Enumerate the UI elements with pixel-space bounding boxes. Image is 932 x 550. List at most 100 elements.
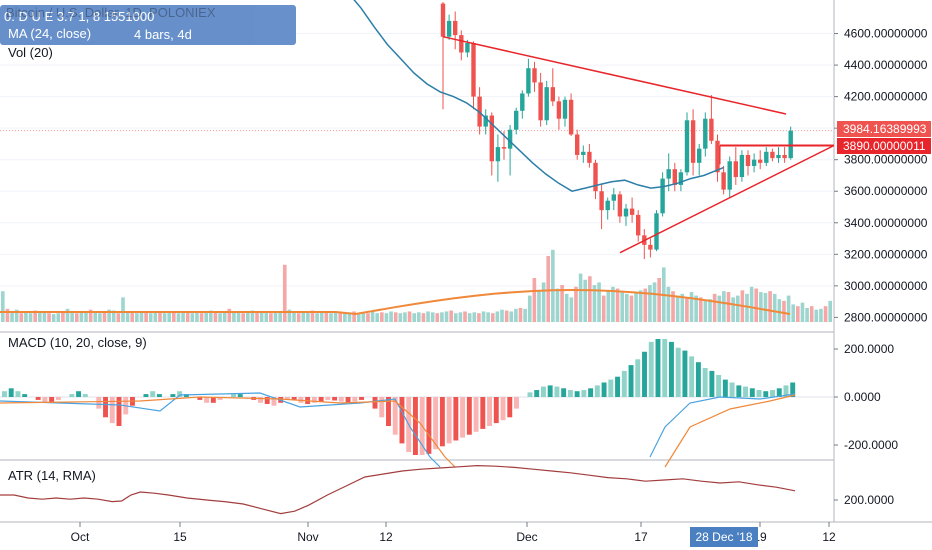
volume-bar [671,291,675,322]
macd-hist-bar [22,394,28,397]
volume-bar [504,310,509,322]
volume-bar [717,295,722,322]
volume-ma-line [0,288,791,316]
macd-hist-bar [790,382,796,397]
volume-bar [726,292,731,322]
macd-hist-bar [359,397,364,400]
volume-bar [199,313,204,322]
macd-hist-bar [217,397,223,400]
candle-body [453,20,458,36]
macd-hist-bar [426,397,432,454]
macd-hist-bar [709,370,715,397]
volume-bar [421,313,426,322]
volume-bar [51,314,56,322]
macd-hist-bar [433,397,439,450]
volume-bar [375,313,380,322]
candle-body [764,151,769,163]
volume-bar [652,282,657,322]
volume-bar [564,293,569,322]
macd-hist-bar [76,391,82,397]
volume-bar [333,312,338,322]
volume-bar [310,310,315,322]
line-price-tag: 3890.00000011 [837,138,931,154]
volume-bar [403,312,407,322]
volume-bar [292,311,296,322]
volume-bar [712,293,717,322]
macd-hist-bar [574,391,580,397]
macd-hist-bar [581,390,587,397]
ma-legend[interactable]: MA (24, close) [8,26,92,41]
volume-bar [380,312,384,322]
volume-bar [111,310,116,322]
volume-bar [162,313,167,322]
volume-bar [356,313,361,322]
volume-bar [514,308,518,322]
ma24-line [353,0,724,192]
volume-bar [366,313,370,322]
macd-hist-bar [345,397,351,403]
macd-hist-bar [460,397,466,438]
volume-bar [486,312,490,322]
macd-hist-bar [770,390,775,397]
macd-hist-bar [776,388,782,397]
volume-bar [430,312,435,322]
candle-body [733,161,738,178]
volume-bar [28,313,33,322]
candle-body [575,134,580,155]
candle-body [465,43,470,53]
macd-hist-bar [372,397,378,409]
macd-hist-bar [473,397,479,432]
macd-hist-bar [258,397,263,403]
volume-bar [453,313,458,322]
volume-legend[interactable]: Vol (20) [8,45,53,60]
volume-bar [541,282,546,322]
volume-bar [449,310,453,322]
macd-hist-bar [635,359,641,397]
macd-hist-bar [642,351,647,397]
volume-bar [412,313,416,322]
macd-hist-bar [150,391,156,397]
time-tick-label: 15 [173,530,187,544]
volume-bar [1,291,5,322]
volume-bar [204,311,208,322]
macd-hist-bar [392,397,398,435]
time-tick-label: 12 [822,530,836,544]
volume-bar [800,302,805,322]
price-tick-label: 3800.00000000 [844,153,928,167]
macd-hist-bar [729,382,735,397]
volume-bar [500,309,504,322]
macd-hist-bar [682,350,688,397]
volume-bar [828,300,832,322]
volume-bar [703,300,708,322]
volume-bar [555,288,560,322]
candle-body [623,208,629,217]
volume-bar [786,295,791,322]
atr-legend[interactable]: ATR (14, RMA) [8,468,96,483]
macd-hist-bar [156,394,162,397]
price-tick-label: 4200.00000000 [844,90,928,104]
volume-bar [139,312,144,322]
volume-bar [685,297,689,322]
volume-bar [232,311,236,322]
macd-hist-bar [668,341,674,397]
volume-bar [273,312,278,322]
volume-bar [574,286,578,322]
candle-body [672,169,677,185]
candle-body [550,87,555,102]
volume-bar [819,308,823,322]
volume-bar [116,313,121,322]
volume-bar [172,311,176,322]
candle-body [727,161,732,190]
volume-bar [537,291,541,322]
candle-body [739,154,745,178]
time-tick-label: Oct [71,530,90,544]
candle-body [459,35,464,53]
candle-body [587,151,592,163]
macd-hist-bar [143,394,149,397]
symbol-title[interactable]: Bitcoin / U.S. Dollar, 1D, POLONIEX [6,5,216,20]
macd-legend[interactable]: MACD (10, 20, close, 9) [8,335,147,350]
macd-hist-bar [493,397,499,424]
volume-bar [490,313,495,322]
candle-body [532,68,537,83]
